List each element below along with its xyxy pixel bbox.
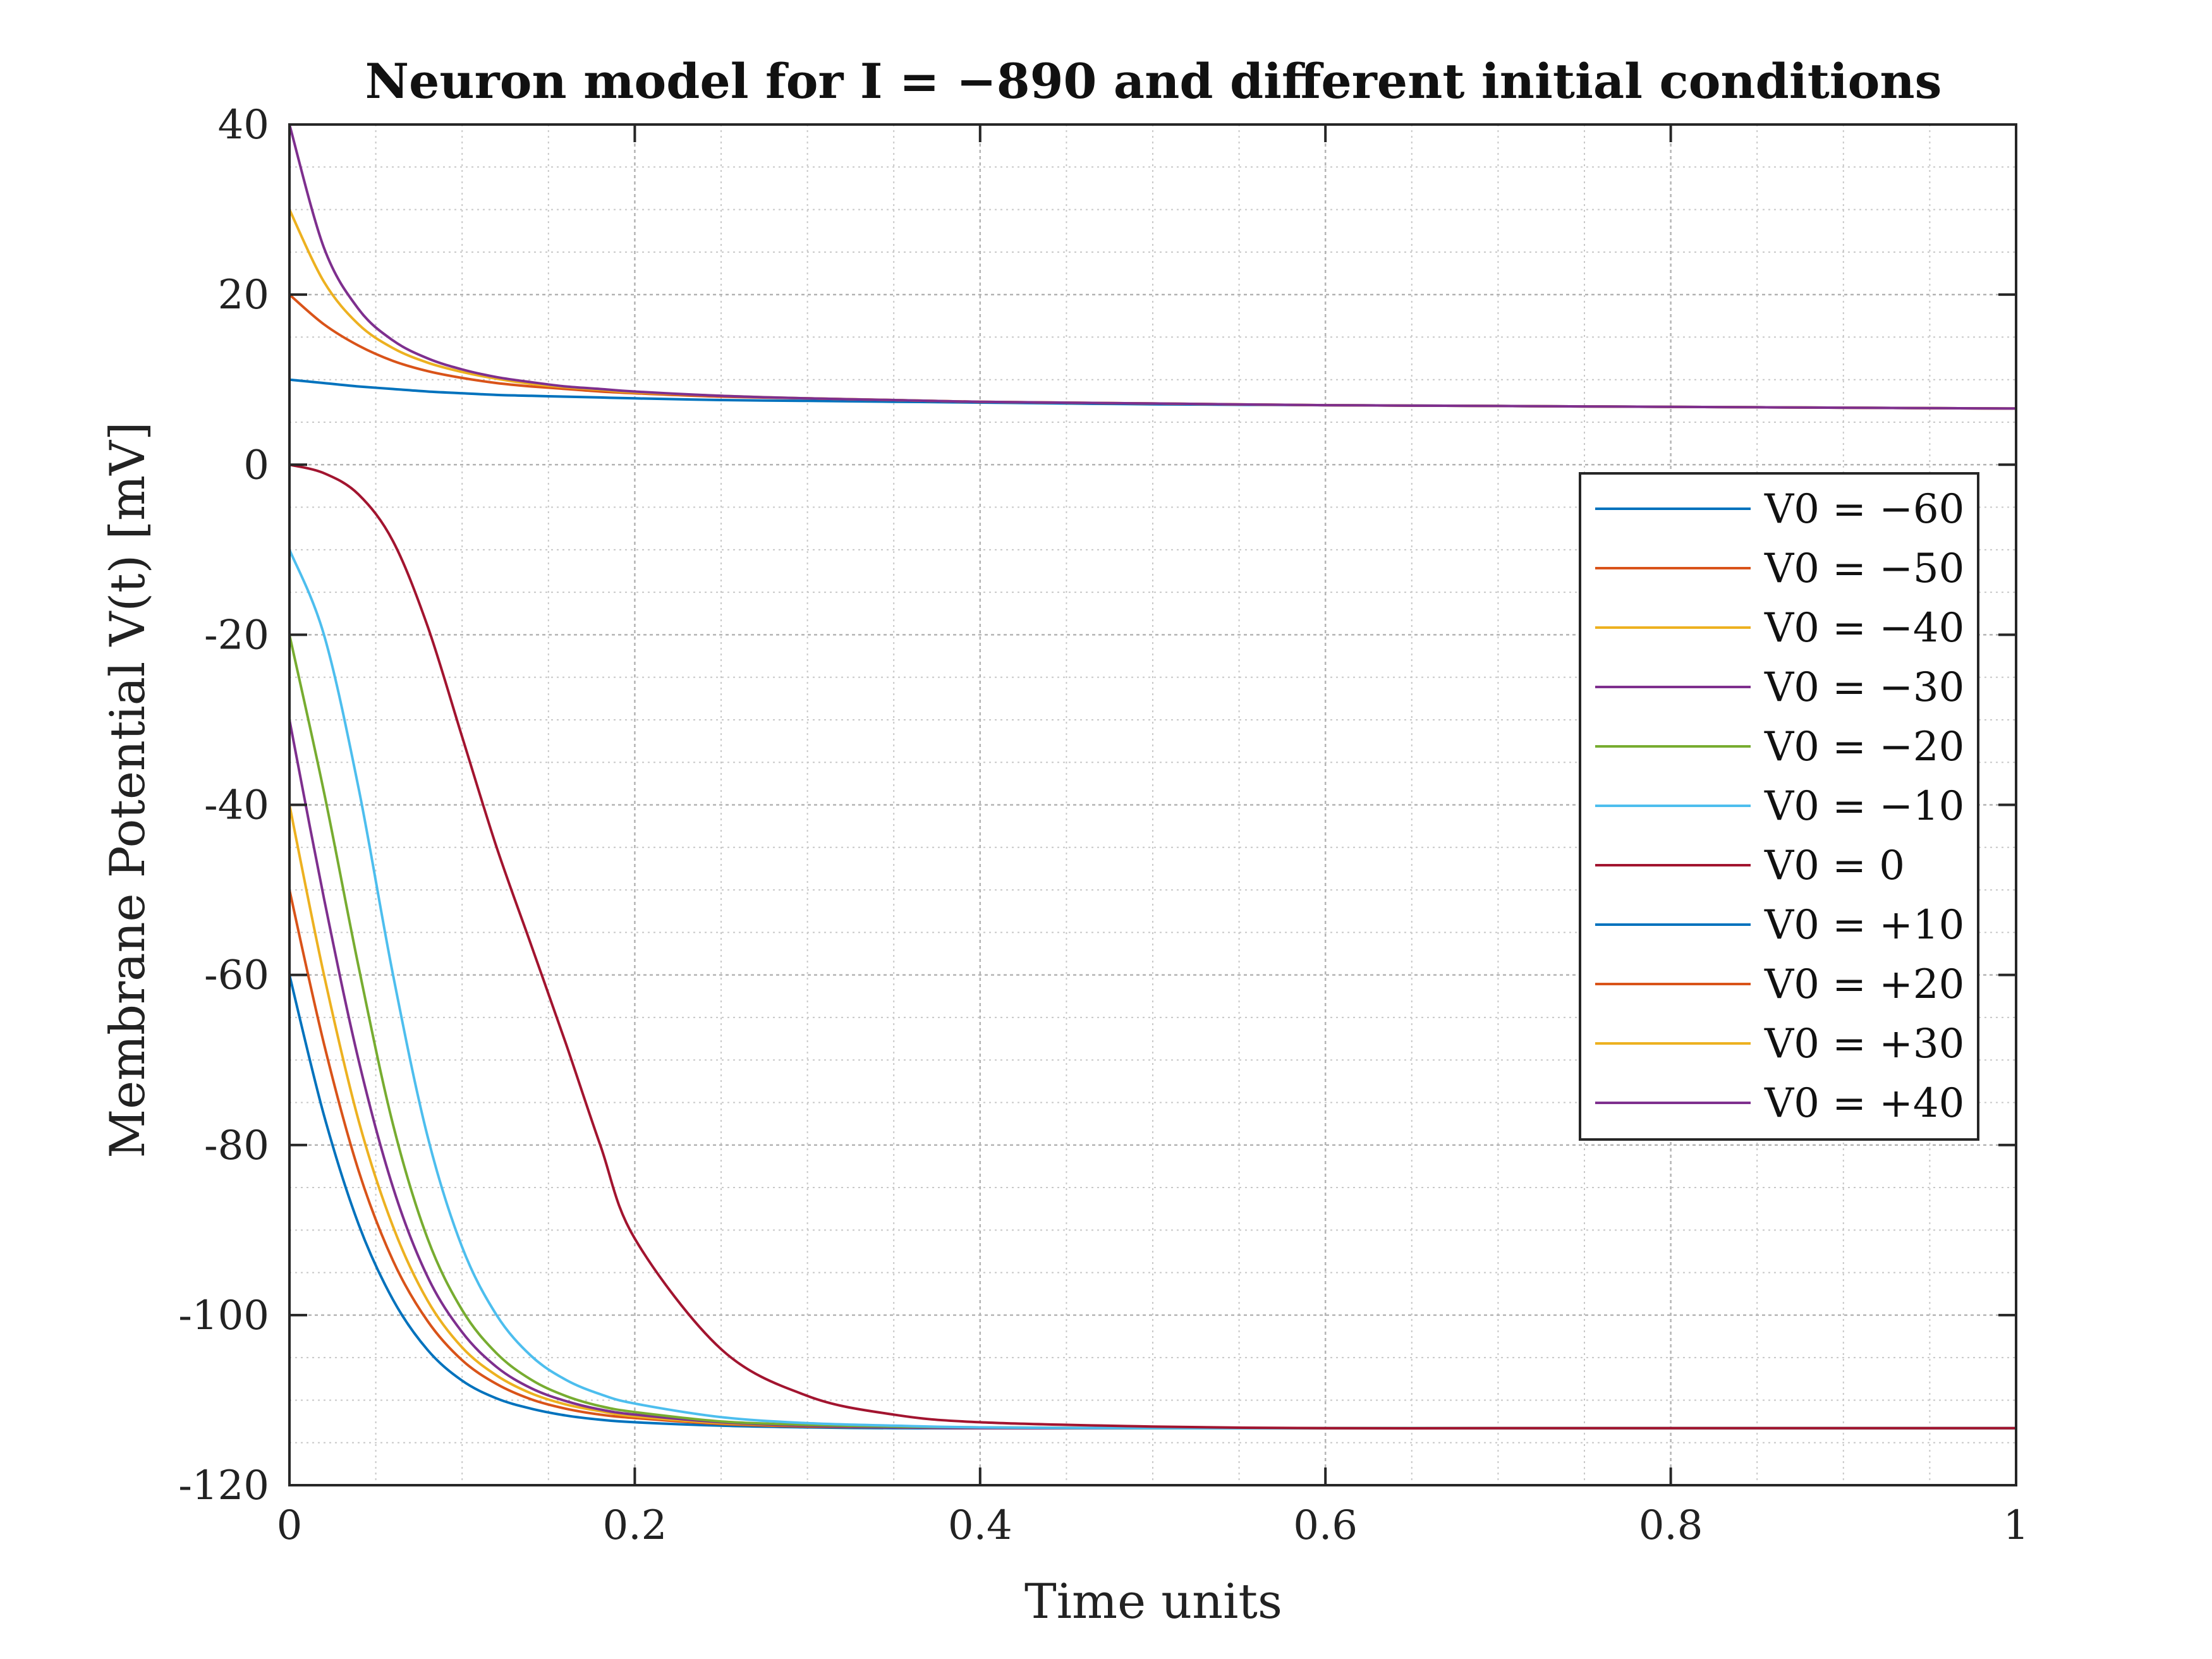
x-tick-label: 0 <box>277 1502 303 1549</box>
y-axis-label: Membrane Potential V(t) [mV] <box>99 422 155 1158</box>
legend-entry-label: V0 = +20 <box>1764 961 1964 1008</box>
y-tick-label: -60 <box>204 952 269 999</box>
legend-entry-label: V0 = −20 <box>1764 724 1964 770</box>
y-tick-label: -100 <box>178 1292 269 1339</box>
x-tick-labels: 0 0.2 0.4 0.6 0.8 1 <box>277 1502 2029 1549</box>
series-line <box>289 463 2016 1430</box>
legend-entry-label: V0 = +30 <box>1764 1021 1964 1067</box>
x-tick-label: 0.8 <box>1639 1502 1703 1549</box>
legend-entry-label: V0 = +40 <box>1764 1080 1964 1127</box>
x-tick-label: 0.6 <box>1293 1502 1358 1549</box>
x-tick-label: 0.4 <box>948 1502 1012 1549</box>
legend-entry-label: V0 = −10 <box>1764 783 1964 830</box>
y-tick-label: -80 <box>204 1122 269 1169</box>
legend-entry-label: V0 = −30 <box>1764 664 1964 711</box>
legend-entry-label: V0 = 0 <box>1764 842 1905 889</box>
x-tick-label: 0.2 <box>603 1502 667 1549</box>
legend-entry-label: V0 = −40 <box>1764 605 1964 652</box>
series-line <box>288 124 2017 410</box>
y-tick-label: 40 <box>218 102 269 149</box>
x-tick-label: 1 <box>2003 1502 2029 1549</box>
legend: V0 = −60 V0 = −50 V0 = −40 V0 = −30 V0 = −20… <box>1579 472 1979 1141</box>
axis-ticks <box>288 123 2017 1486</box>
y-tick-labels: -120 -100 -80 -60 -40 -20 0 20 40 <box>178 102 269 1509</box>
y-tick-label: -40 <box>204 782 269 829</box>
legend-entry-label: V0 = −50 <box>1764 545 1964 592</box>
y-tick-label: -120 <box>178 1462 269 1509</box>
y-tick-label: 20 <box>218 272 269 319</box>
chart-title: Neuron model for I = −890 and different … <box>365 53 1942 109</box>
y-tick-label: -20 <box>204 612 269 659</box>
series-lines <box>288 124 2017 1430</box>
legend-entry-label: V0 = −60 <box>1764 486 1964 533</box>
y-tick-label: 0 <box>243 442 269 489</box>
legend-entry-label: V0 = +10 <box>1764 902 1964 949</box>
x-axis-label: Time units <box>1024 1573 1282 1629</box>
